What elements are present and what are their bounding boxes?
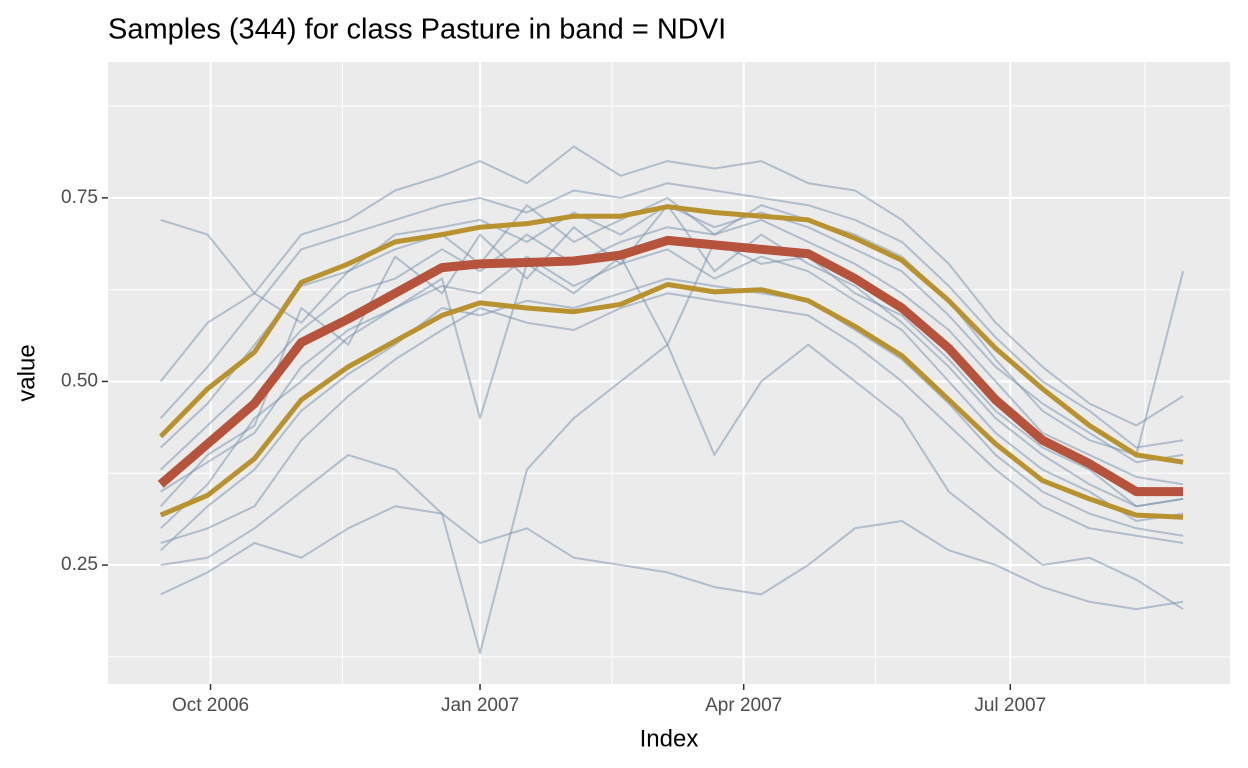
y-axis-title: value [13,344,40,401]
series-line [160,218,1184,486]
y-tick-label: 0.50 [61,370,98,391]
series-line [160,343,1184,655]
series-line [159,145,1184,427]
series-line [160,292,1184,544]
x-tick-label: Oct 2006 [172,695,249,716]
y-tick-label: 0.25 [61,554,98,575]
x-tick-label: Apr 2007 [705,695,782,716]
x-tick-label: Jul 2007 [974,695,1046,716]
series-line [160,248,1184,530]
series-line [157,235,1184,497]
x-axis-title: Index [640,725,699,752]
series-line [160,277,1184,552]
series-line [160,196,1185,456]
series-line [159,182,1184,449]
series-line [158,204,1184,465]
y-tick-label: 0.75 [61,187,98,208]
chart-title: Samples (344) for class Pasture in band … [108,14,726,46]
series-line [159,282,1184,520]
x-tick-label: Jan 2007 [441,695,519,716]
series-line [160,453,1184,611]
plot-panel [108,62,1230,684]
